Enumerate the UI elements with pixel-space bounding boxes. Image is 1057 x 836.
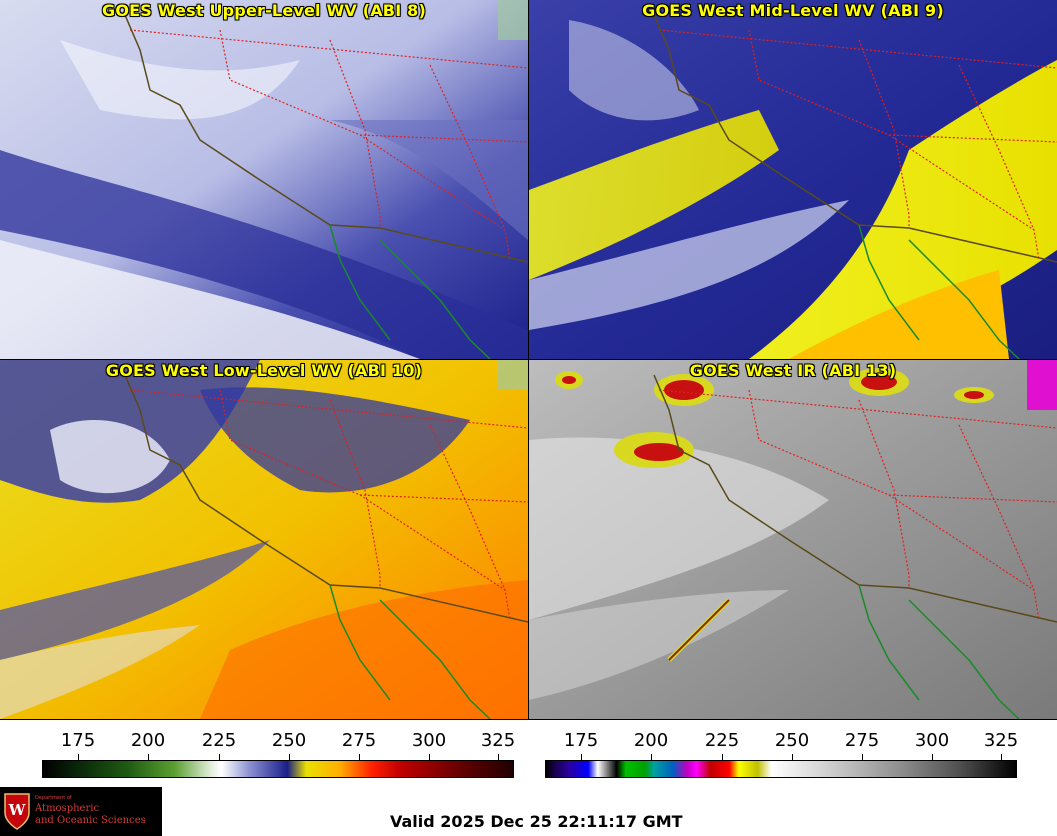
ir-colorbar-gradient — [545, 760, 1017, 778]
ir-image — [529, 360, 1057, 719]
logo-line1: Atmospheric — [35, 803, 100, 814]
wv-colorbar: 175 200 225 250 275 300 325 — [42, 720, 516, 780]
panel-title: GOES West Upper-Level WV (ABI 8) — [102, 1, 426, 20]
panel-title: GOES West Mid-Level WV (ABI 9) — [642, 1, 944, 20]
wv-colorbar-tick: 300 — [411, 730, 447, 751]
wv-colorbar-tick: 200 — [130, 730, 166, 751]
ir-colorbar-tick: 200 — [633, 730, 669, 751]
svg-text:W: W — [8, 801, 27, 819]
panel-upper-level-wv: GOES West Upper-Level WV (ABI 8) — [0, 0, 528, 359]
panel-divider-horizontal — [0, 359, 1057, 360]
panel-bottom-border — [0, 719, 1057, 720]
panel-title: GOES West Low-Level WV (ABI 10) — [105, 361, 423, 380]
upper-level-wv-image — [0, 0, 528, 359]
uw-crest-icon: W — [4, 793, 30, 830]
ir-colorbar-tick: 300 — [914, 730, 950, 751]
aos-logo: W Department of Atmospheric and Oceanic … — [0, 787, 162, 836]
wv-colorbar-tick: 175 — [60, 730, 96, 751]
ir-colorbar-tick: 275 — [844, 730, 880, 751]
wv-colorbar-tick: 225 — [201, 730, 237, 751]
wv-colorbar-tick: 250 — [271, 730, 307, 751]
ir-colorbar-tick: 250 — [774, 730, 810, 751]
logo-dept-text: Department of — [35, 795, 72, 801]
wv-colorbar-tick: 275 — [341, 730, 377, 751]
ir-colorbar-tick: 175 — [563, 730, 599, 751]
wv-colorbar-tick: 325 — [480, 730, 516, 751]
ir-colorbar-tick: 225 — [704, 730, 740, 751]
panel-mid-level-wv: GOES West Mid-Level WV (ABI 9) — [529, 0, 1057, 359]
panel-ir: GOES West IR (ABI 13) — [529, 360, 1057, 719]
panel-low-level-wv: GOES West Low-Level WV (ABI 10) — [0, 360, 528, 719]
low-level-wv-image — [0, 360, 528, 719]
valid-time: Valid 2025 Dec 25 22:11:17 GMT — [390, 812, 683, 831]
ir-colorbar: 175 200 225 250 275 300 325 — [545, 720, 1019, 780]
wv-colorbar-gradient — [42, 760, 514, 778]
logo-line2: and Oceanic Sciences — [35, 815, 146, 826]
panel-title: GOES West IR (ABI 13) — [689, 361, 897, 380]
mid-level-wv-image — [529, 0, 1057, 359]
ir-colorbar-tick: 325 — [983, 730, 1019, 751]
